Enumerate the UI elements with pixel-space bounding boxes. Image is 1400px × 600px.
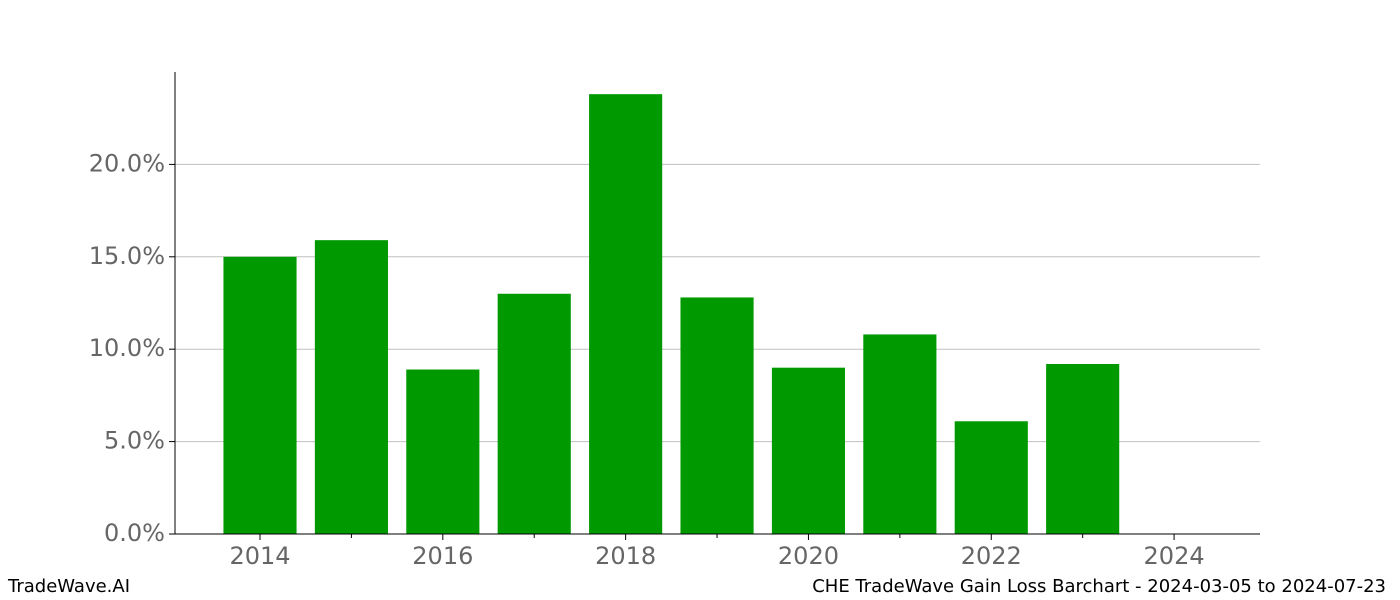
bar: [406, 369, 480, 534]
x-tick-label: 2018: [595, 542, 656, 570]
chart-title: CHE TradeWave Gain Loss Barchart - 2024-…: [812, 576, 1386, 597]
bar: [314, 240, 388, 534]
bar: [771, 367, 846, 534]
source-label: TradeWave.AI: [7, 576, 130, 597]
x-tick-label: 2014: [229, 542, 290, 570]
y-tick-label: 0.0%: [104, 519, 165, 547]
y-tick-label: 15.0%: [89, 242, 165, 270]
y-tick-label: 20.0%: [89, 149, 165, 177]
x-tick-label: 2016: [412, 542, 473, 570]
bar: [589, 94, 663, 535]
bar: [1046, 363, 1120, 534]
bar: [680, 297, 754, 534]
bar: [497, 293, 571, 534]
bar: [223, 256, 297, 534]
y-tick-label: 10.0%: [89, 334, 165, 362]
bar: [863, 334, 937, 534]
x-tick-label: 2022: [961, 542, 1022, 570]
y-tick-label: 5.0%: [104, 427, 165, 455]
x-tick-label: 2024: [1144, 542, 1205, 570]
x-tick-label: 2020: [778, 542, 839, 570]
bar: [954, 421, 1028, 534]
